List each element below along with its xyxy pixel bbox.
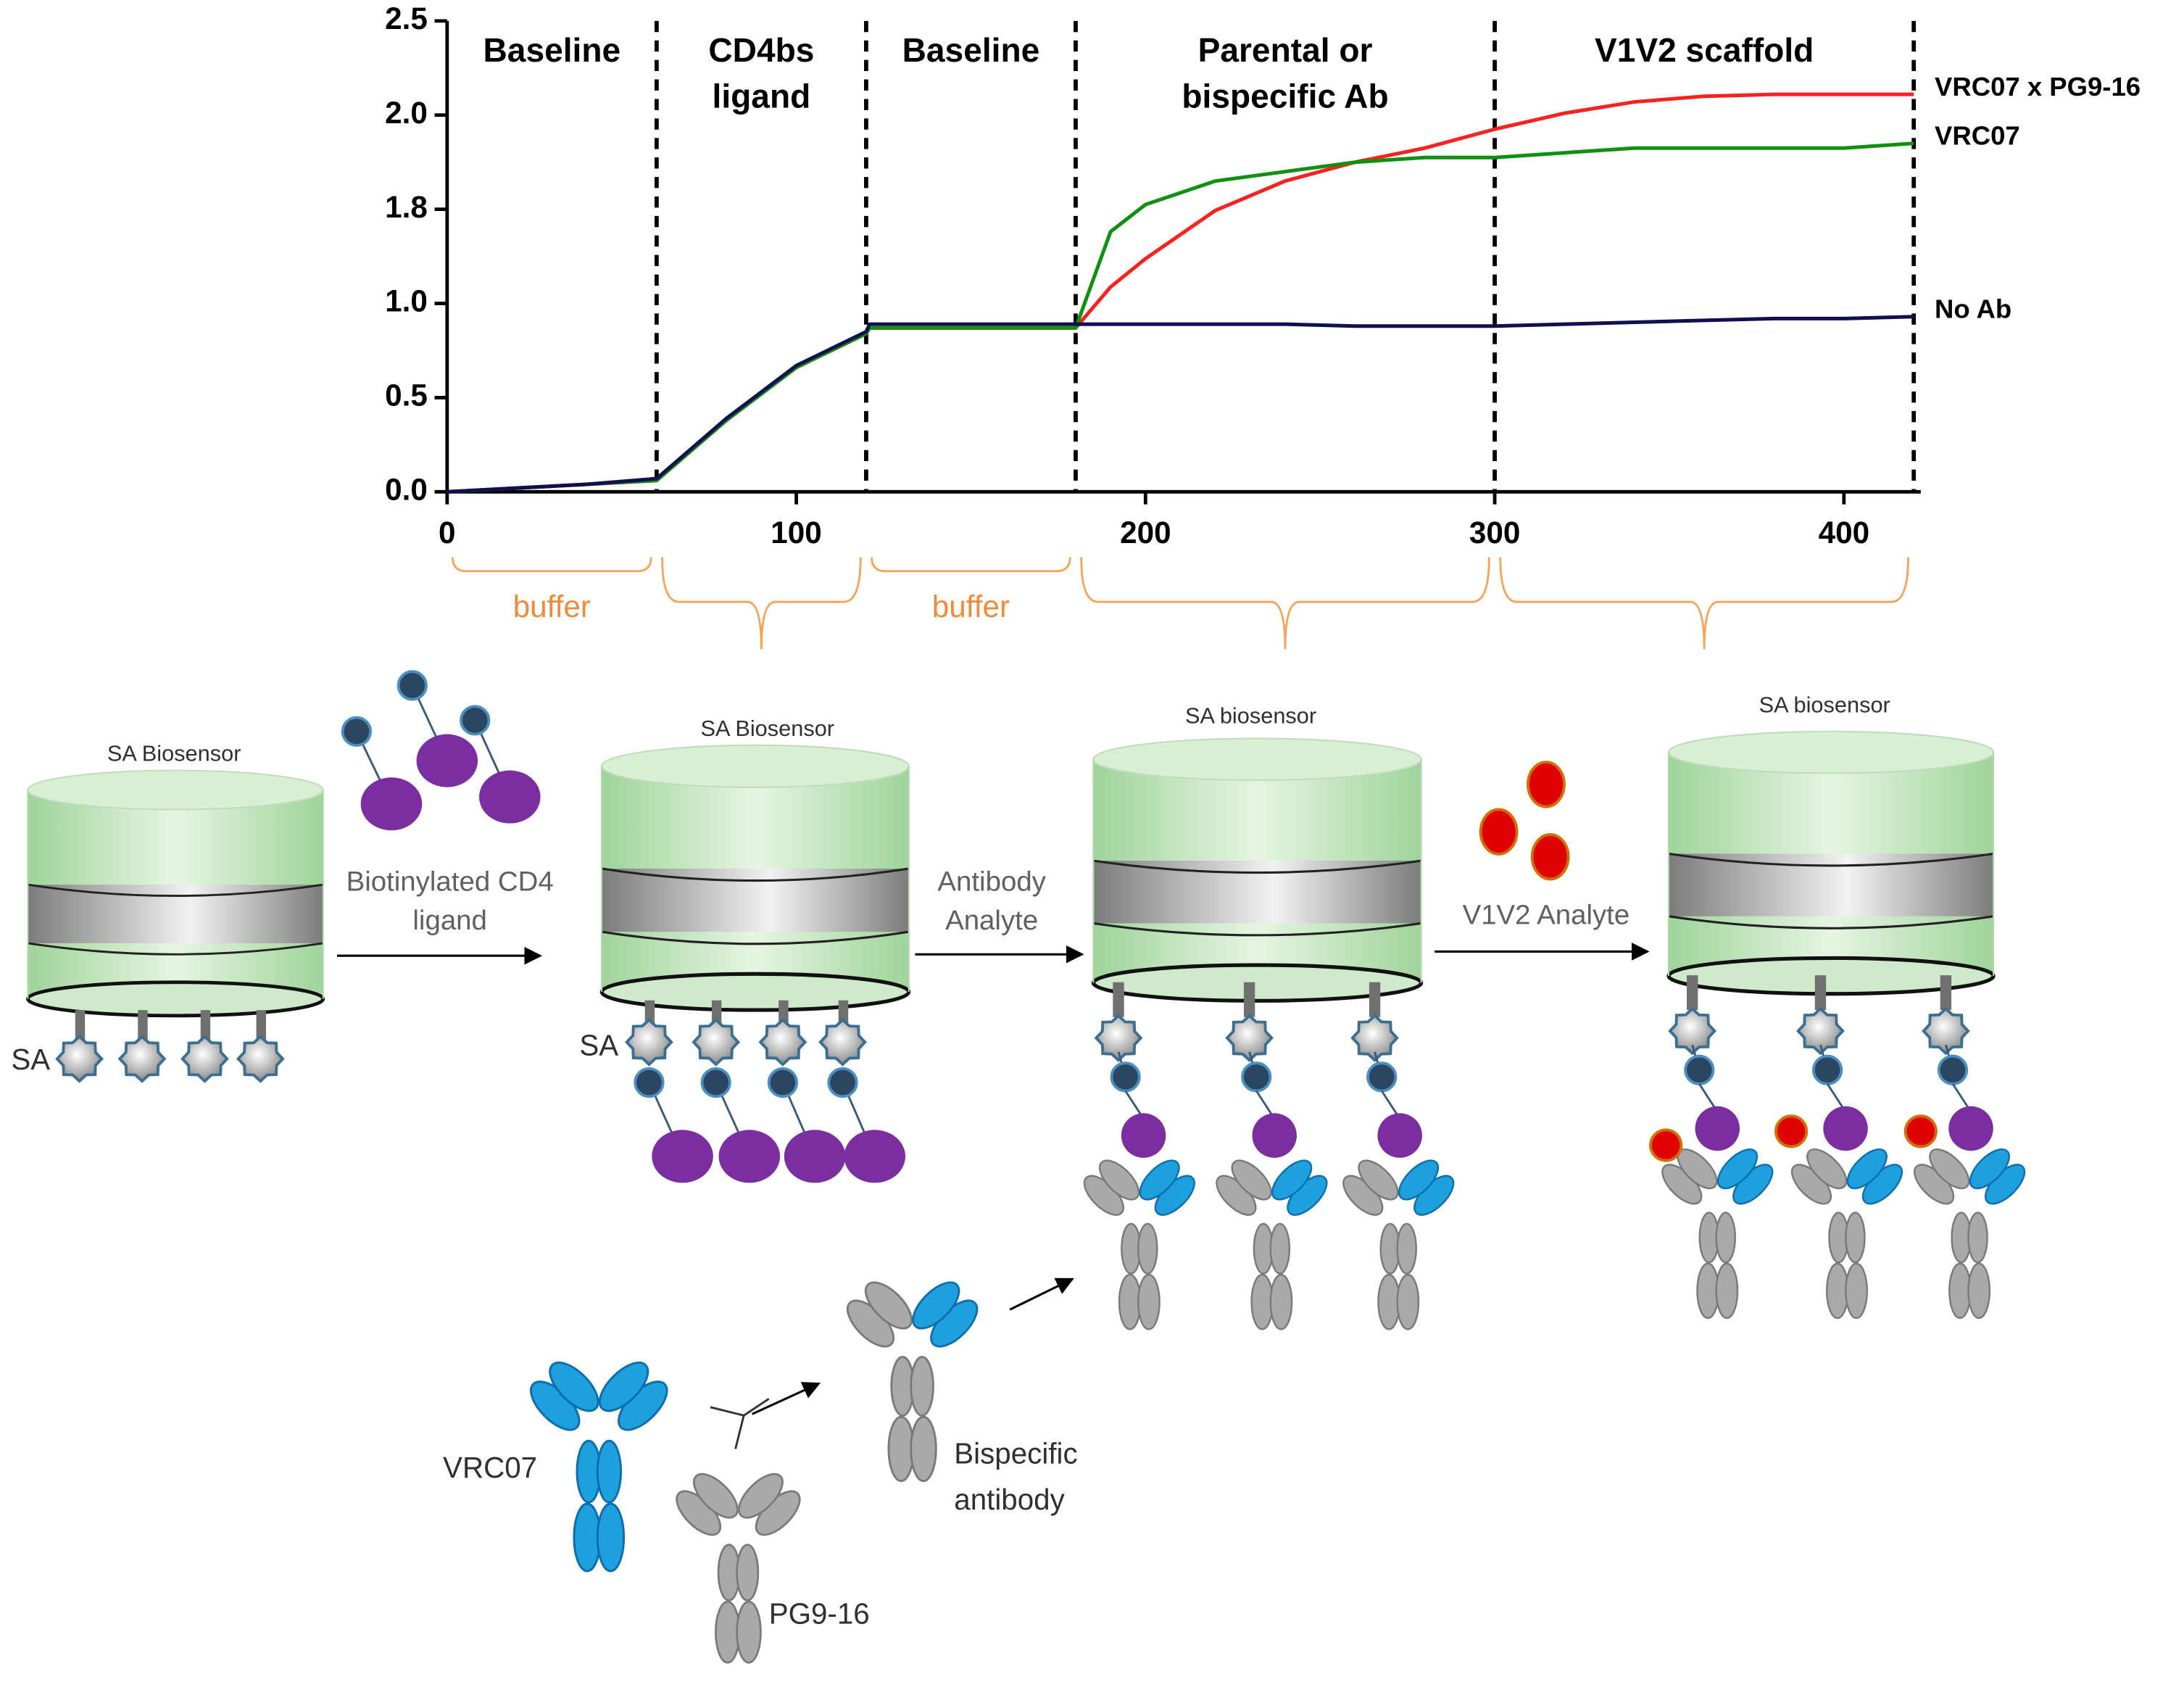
bracket-label: buffer bbox=[932, 589, 1010, 624]
y-tick-label: 2.0 bbox=[385, 96, 428, 130]
phase-bracket bbox=[452, 557, 652, 573]
x-tick-label: 200 bbox=[1120, 515, 1171, 550]
series-label: VRC07 bbox=[1935, 121, 2020, 151]
biosensor bbox=[1093, 738, 1421, 1001]
bracket-label: buffer bbox=[513, 589, 591, 624]
sensor-label: SA biosensor bbox=[1759, 692, 1890, 717]
phase-label: ligand bbox=[713, 78, 811, 115]
biosensor bbox=[1669, 732, 1993, 994]
arrow bbox=[1009, 1278, 1074, 1311]
x-tick-label: 0 bbox=[439, 515, 456, 550]
diagram: SA Biosensor SA Biotinylated CD4 ligand … bbox=[11, 670, 2031, 1662]
streptavidin bbox=[55, 1010, 284, 1083]
pg9-16-antibody bbox=[670, 1467, 807, 1662]
y-tick-label: 2.5 bbox=[385, 1, 428, 36]
series-line bbox=[447, 92, 1914, 494]
sa-label: SA bbox=[11, 1043, 50, 1076]
antibody-label: antibody bbox=[954, 1483, 1065, 1516]
antibody-label: VRC07 bbox=[443, 1451, 537, 1484]
step-label: ligand bbox=[412, 905, 487, 936]
step-label: Antibody bbox=[937, 866, 1046, 897]
step-label: Analyte bbox=[945, 905, 1038, 936]
bound-complex bbox=[1649, 975, 2031, 1318]
biosensor bbox=[602, 745, 909, 1010]
arrow bbox=[751, 1382, 821, 1415]
v1v2-analyte bbox=[1479, 761, 1570, 881]
x-tick-label: 300 bbox=[1469, 515, 1521, 550]
chart: 0.0 0.5 1.0 1.8 2.0 2.5 0 100 200 300 400 Baseline b… bbox=[385, 1, 2141, 650]
vrc07-antibody bbox=[523, 1354, 676, 1570]
combine-symbol bbox=[710, 1398, 770, 1449]
sensor-label: SA Biosensor bbox=[701, 716, 835, 741]
series-line bbox=[447, 141, 1914, 494]
phase-label: CD4bs bbox=[708, 31, 814, 69]
sensor-label: SA Biosensor bbox=[107, 741, 241, 766]
phase-bracket bbox=[871, 557, 1071, 573]
phase-label: Parental or bbox=[1198, 31, 1373, 69]
y-tick-label: 0.5 bbox=[385, 378, 428, 413]
sensor-label: SA biosensor bbox=[1185, 703, 1316, 729]
y-tick-label: 0.0 bbox=[385, 473, 428, 507]
x-tick-label: 400 bbox=[1819, 515, 1870, 550]
phase-label: bispecific Ab bbox=[1182, 78, 1388, 115]
antibody-label: Bispecific bbox=[954, 1437, 1077, 1470]
series-label: VRC07 x PG9-16 bbox=[1935, 72, 2141, 102]
free-ligand bbox=[341, 670, 541, 831]
captured-antibody bbox=[1078, 982, 1460, 1330]
phase-bracket bbox=[1080, 557, 1490, 650]
series-line bbox=[447, 315, 1914, 494]
phase-bracket bbox=[661, 557, 862, 650]
step-label: V1V2 Analyte bbox=[1463, 900, 1630, 931]
loaded-ligand bbox=[625, 1000, 906, 1183]
antibody-label: PG9-16 bbox=[769, 1597, 870, 1631]
y-tick-label: 1.0 bbox=[385, 284, 428, 318]
phase-label: Baseline bbox=[902, 31, 1040, 69]
phase-label: V1V2 scaffold bbox=[1595, 31, 1814, 69]
phase-label: Baseline bbox=[483, 31, 621, 69]
phase-bracket bbox=[1499, 557, 1909, 650]
x-tick-label: 100 bbox=[771, 515, 822, 550]
sa-label: SA bbox=[579, 1029, 618, 1062]
step-label: Biotinylated CD4 bbox=[346, 866, 554, 897]
biosensor bbox=[28, 771, 323, 1016]
series-label: No Ab bbox=[1935, 294, 2011, 324]
y-tick-label: 1.8 bbox=[385, 190, 428, 224]
